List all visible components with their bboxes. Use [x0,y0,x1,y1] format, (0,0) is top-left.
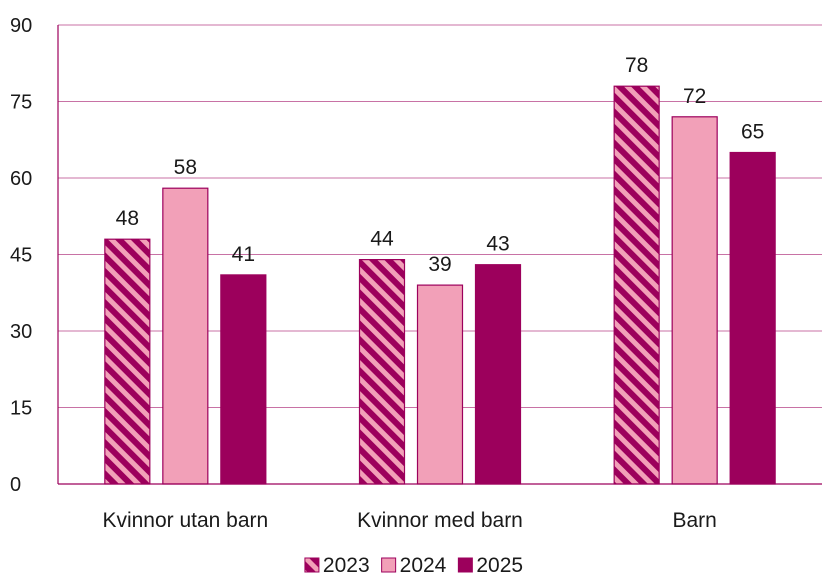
bar-2025 [729,151,776,485]
legend: 2023 2024 2025 [304,554,523,577]
y-tick-labels: 0 15 30 45 60 75 90 [10,15,32,496]
y-tick-label: 60 [10,168,32,190]
data-label: 41 [232,243,255,266]
bar-2023 [613,85,660,485]
data-label: 44 [370,228,394,251]
bar-2025 [474,264,522,485]
data-labels: 48 58 41 44 39 43 78 72 65 [116,54,765,276]
x-category-label: Kvinnor utan barn [102,509,268,532]
y-tick-label: 75 [10,92,32,114]
legend-label: 2023 [323,554,370,577]
legend-swatch-2025 [457,557,473,573]
bar-2024 [416,284,464,485]
legend-label: 2024 [400,554,447,577]
y-tick-label: 45 [10,245,32,267]
bars [104,85,776,485]
x-category-label: Barn [672,509,716,532]
axes [57,25,822,485]
data-label: 78 [625,54,648,77]
bar-2025 [220,274,267,485]
bar-2024 [162,187,209,485]
bar-2024 [671,116,718,485]
data-label: 43 [486,233,509,256]
legend-swatch-2023 [304,557,320,573]
y-tick-label: 90 [10,15,32,37]
bar-2023 [358,259,406,485]
y-tick-label: 30 [10,321,32,343]
data-label: 39 [428,253,451,276]
legend-swatch-2024 [381,557,397,573]
x-category-labels: Kvinnor utan barn Kvinnor med barn Barn [102,509,716,532]
data-label: 58 [174,156,197,179]
y-tick-label: 15 [10,398,32,420]
bar-2023 [104,238,151,485]
legend-label: 2025 [476,554,523,577]
data-label: 72 [683,85,706,108]
data-label: 48 [116,207,139,230]
data-label: 65 [741,121,764,144]
y-tick-label: 0 [10,474,21,496]
x-category-label: Kvinnor med barn [357,509,523,532]
